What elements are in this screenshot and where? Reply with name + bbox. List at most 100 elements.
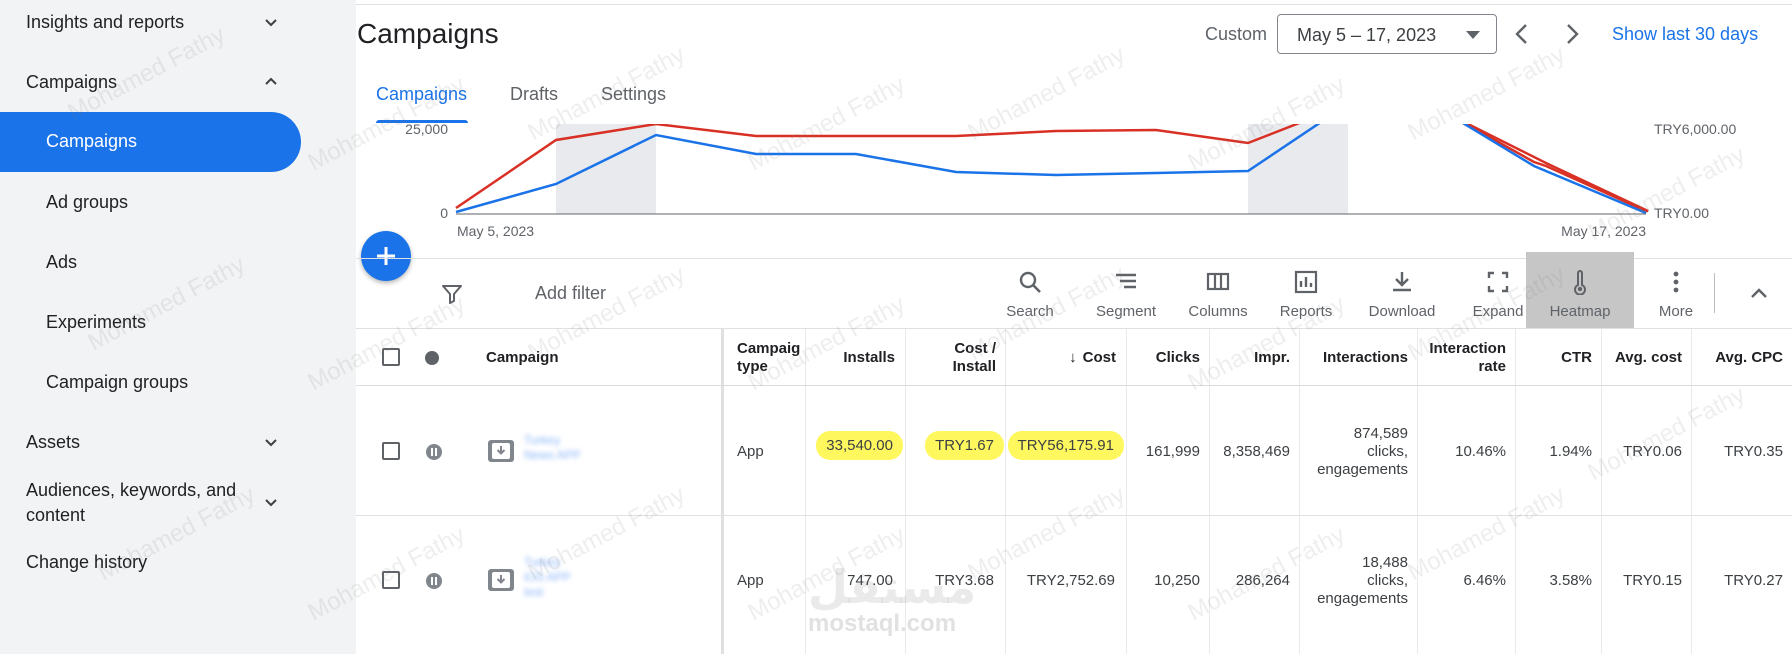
dropdown-arrow-icon <box>1466 31 1480 39</box>
header-clicks[interactable]: Clicks <box>1155 349 1200 366</box>
header-cost-label: Cost <box>1082 349 1116 366</box>
tool-label: Reports <box>1279 303 1333 320</box>
row-checkbox[interactable] <box>382 442 400 460</box>
header-avg-cost[interactable]: Avg. cost <box>1615 349 1682 366</box>
chevron-down-icon[interactable] <box>263 494 279 510</box>
cell-cost: TRY2,752.69 <box>1026 572 1115 589</box>
cell-cost: TRY56,175.91 <box>1005 431 1124 460</box>
cell-avg-cpc: TRY0.27 <box>1724 572 1783 589</box>
right-tick-top: TRY6,000.00 <box>1654 124 1736 137</box>
tab-settings[interactable]: Settings <box>601 84 667 104</box>
cell-clicks: 10,250 <box>1154 572 1200 589</box>
plus-icon <box>377 247 395 265</box>
cell-cost-per-install: TRY1.67 <box>905 431 1004 460</box>
x-start-label: May 5, 2023 <box>457 223 534 239</box>
header-campaign-type[interactable]: Campaig type <box>737 340 801 376</box>
cell-type: App <box>737 572 764 589</box>
left-tick-bottom: 0 <box>440 205 448 221</box>
header-interactions[interactable]: Interactions <box>1322 349 1408 366</box>
expand-icon <box>1485 269 1511 295</box>
heatmap-tool-button[interactable]: Heatmap <box>1526 252 1634 329</box>
nav-audiences-line1: Audiences, keywords, and <box>26 480 237 500</box>
header-impressions[interactable]: Impr. <box>1254 349 1290 366</box>
red-series-line <box>455 124 1649 213</box>
add-filter-input[interactable]: Add filter <box>535 283 607 303</box>
interactions-unit: clicks, <box>1367 572 1408 589</box>
pause-status-icon[interactable] <box>426 573 442 589</box>
header-irate-line2: rate <box>1478 358 1506 375</box>
sidebar-item-experiments[interactable]: Experiments <box>46 312 147 332</box>
nav-audiences-line2: content <box>26 505 86 525</box>
cell-interaction-rate: 10.46% <box>1455 443 1506 460</box>
cell-cost-per-install: TRY3.68 <box>935 572 994 589</box>
blue-series-line <box>455 124 1647 215</box>
chevron-up-icon[interactable] <box>263 74 279 90</box>
campaign-name-link[interactable]: Turkey iOS APP test <box>524 555 571 600</box>
header-interaction-rate[interactable]: Interaction rate <box>1417 340 1506 376</box>
nav-campaigns-section[interactable]: Campaigns <box>26 72 118 92</box>
campaign-name-line: Turkey <box>524 555 561 569</box>
top-divider <box>356 4 1792 5</box>
cell-interactions: 18,488 clicks, engagements <box>1299 554 1408 608</box>
chevron-down-icon[interactable] <box>263 14 279 30</box>
header-cost-per-install[interactable]: Cost / Install <box>905 340 996 376</box>
row-checkbox[interactable] <box>382 571 400 589</box>
campaign-name-line: Turkey <box>524 433 561 447</box>
reports-tool-button[interactable]: Reports <box>1268 259 1344 329</box>
column-divider <box>1299 329 1300 654</box>
interactions-count: 874,589 <box>1353 425 1408 442</box>
sidebar: Insights and reports Campaigns Campaigns… <box>0 0 356 654</box>
pause-status-icon[interactable] <box>426 444 442 460</box>
show-last-30-days-link[interactable]: Show last 30 days <box>1612 24 1759 44</box>
chevron-up-icon[interactable] <box>1748 283 1770 305</box>
column-divider <box>1005 329 1006 654</box>
active-tab-indicator <box>376 120 468 123</box>
sidebar-item-ads[interactable]: Ads <box>46 252 78 272</box>
chevron-down-icon[interactable] <box>263 434 279 450</box>
select-all-checkbox[interactable] <box>382 348 400 366</box>
more-tool-button[interactable]: More <box>1642 259 1710 329</box>
nav-change-history[interactable]: Change history <box>26 552 148 572</box>
chevron-right-icon[interactable] <box>1558 20 1586 48</box>
interactions-unit: clicks, <box>1367 443 1408 460</box>
nav-assets[interactable]: Assets <box>26 432 81 452</box>
cell-interaction-rate: 6.46% <box>1463 572 1506 589</box>
expand-tool-button[interactable]: Expand <box>1456 259 1540 329</box>
header-installs[interactable]: Installs <box>843 349 895 366</box>
thermometer-icon <box>1567 269 1593 295</box>
header-cost[interactable]: ↓ Cost <box>1005 349 1116 367</box>
interactions-count: 18,488 <box>1362 554 1408 571</box>
row-divider <box>356 515 1792 516</box>
tab-campaigns[interactable]: Campaigns <box>376 84 468 104</box>
campaign-name-link[interactable]: Turkey News APP <box>524 433 581 463</box>
tab-drafts[interactable]: Drafts <box>510 84 559 104</box>
column-divider <box>1691 329 1692 654</box>
cell-avg-cost: TRY0.06 <box>1623 443 1682 460</box>
header-avg-cpc[interactable]: Avg. CPC <box>1715 349 1783 366</box>
download-icon <box>1389 269 1415 295</box>
chevron-left-icon[interactable] <box>1508 20 1536 48</box>
header-ctr[interactable]: CTR <box>1561 349 1592 366</box>
weekend-band <box>556 124 656 214</box>
sidebar-item-campaigns[interactable]: Campaigns <box>0 112 301 172</box>
nav-audiences-keywords-content[interactable]: Audiences, keywords, and content <box>26 478 236 528</box>
segment-tool-button[interactable]: Segment <box>1082 259 1170 329</box>
nav-insights-reports[interactable]: Insights and reports <box>26 12 185 32</box>
highlight-mark: TRY1.67 <box>925 431 1004 460</box>
columns-tool-button[interactable]: Columns <box>1178 259 1258 329</box>
create-new-button[interactable] <box>361 231 411 281</box>
cell-interactions: 874,589 clicks, engagements <box>1299 425 1408 479</box>
sidebar-item-campaign-groups[interactable]: Campaign groups <box>46 372 189 392</box>
download-tool-button[interactable]: Download <box>1356 259 1448 329</box>
interactions-unit: engagements <box>1317 590 1408 607</box>
sidebar-item-label: Campaigns <box>46 131 138 151</box>
sidebar-item-ad-groups[interactable]: Ad groups <box>46 192 129 212</box>
cell-avg-cost: TRY0.15 <box>1623 572 1682 589</box>
tool-label: Search <box>1006 303 1054 320</box>
cell-type: App <box>737 443 764 460</box>
date-range-select[interactable]: May 5 – 17, 2023 <box>1277 14 1497 54</box>
header-campaign[interactable]: Campaign <box>486 349 559 366</box>
filter-icon[interactable] <box>441 283 463 305</box>
search-tool-button[interactable]: Search <box>994 259 1066 329</box>
